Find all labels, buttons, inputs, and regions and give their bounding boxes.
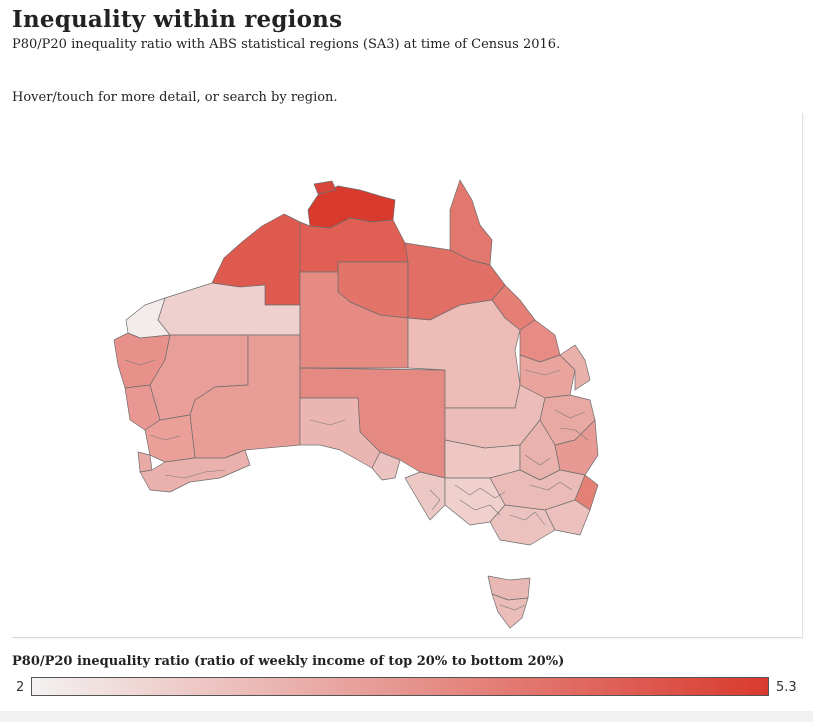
region-cape-york[interactable]	[449, 179, 493, 266]
legend-min-label: 2	[16, 680, 25, 695]
map-panel[interactable]	[12, 113, 803, 638]
region-melbourne[interactable]	[489, 504, 556, 546]
legend-max-label: 5.3	[776, 680, 797, 695]
region-tasmania-south[interactable]	[491, 593, 529, 629]
region-mackay[interactable]	[519, 319, 561, 363]
page-title: Inequality within regions	[12, 6, 343, 33]
region-perth-metro[interactable]	[137, 451, 153, 473]
instruction-text: Hover/touch for more detail, or search b…	[12, 90, 338, 105]
legend-title: P80/P20 inequality ratio (ratio of weekl…	[12, 654, 565, 669]
region-tanami[interactable]	[299, 271, 409, 369]
choropleth-map[interactable]	[12, 113, 802, 637]
region-adelaide[interactable]	[404, 471, 446, 521]
region-wide-bay[interactable]	[559, 344, 591, 391]
region-south-west[interactable]	[139, 449, 251, 493]
region-tiwi-islands[interactable]	[313, 180, 337, 195]
region-eyre-peninsula[interactable]	[371, 451, 401, 481]
legend-color-scale	[31, 677, 769, 696]
page-subtitle: P80/P20 inequality ratio with ABS statis…	[12, 37, 561, 52]
region-central-west-qld[interactable]	[407, 299, 521, 409]
footer-strip	[0, 711, 813, 722]
